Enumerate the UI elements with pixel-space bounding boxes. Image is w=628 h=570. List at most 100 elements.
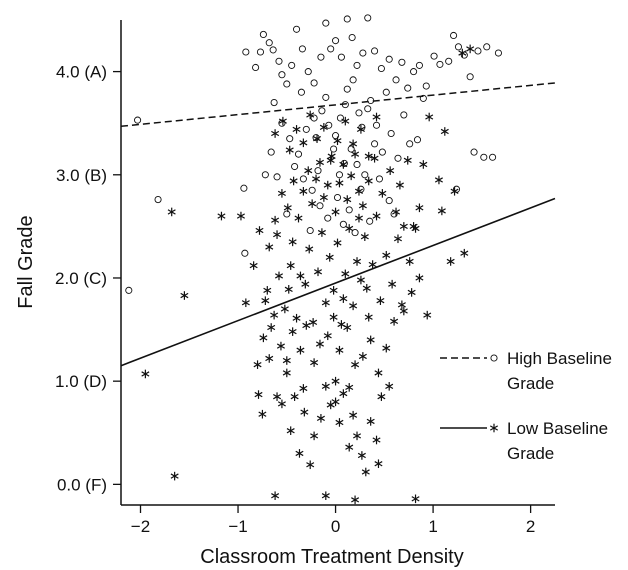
low-baseline-point xyxy=(356,275,365,285)
plot-area xyxy=(120,14,556,505)
low-baseline-point xyxy=(286,426,295,436)
high-baseline-point xyxy=(324,214,332,222)
legend-item-low-baseline: Low Baseline Grade xyxy=(440,419,608,463)
low-baseline-point xyxy=(323,180,332,190)
high-baseline-fit-line xyxy=(120,82,556,128)
low-baseline-point xyxy=(315,339,324,349)
low-baseline-point xyxy=(325,253,334,262)
low-baseline-point xyxy=(310,431,319,441)
high-baseline-point xyxy=(304,68,312,76)
low-baseline-point xyxy=(409,222,418,231)
low-baseline-point xyxy=(358,201,367,211)
high-baseline-point xyxy=(327,45,335,53)
low-baseline-point xyxy=(265,354,274,363)
low-baseline-point xyxy=(273,392,282,401)
low-baseline-point xyxy=(329,312,338,322)
low-baseline-point xyxy=(395,180,404,190)
low-baseline-point xyxy=(458,48,467,58)
low-baseline-point xyxy=(288,327,297,336)
low-baseline-point xyxy=(366,417,375,426)
low-baseline-point xyxy=(415,203,424,213)
low-baseline-point xyxy=(349,301,358,311)
high-baseline-point xyxy=(314,167,322,175)
low-baseline-point xyxy=(292,125,301,134)
high-baseline-point xyxy=(343,85,351,93)
legend-asterisk-marker xyxy=(489,423,499,433)
high-baseline-point xyxy=(269,46,277,54)
low-baseline-point xyxy=(360,232,369,242)
low-baseline-point xyxy=(277,399,286,409)
high-baseline-point xyxy=(371,140,379,148)
low-baseline-point xyxy=(356,125,365,134)
low-baseline-point xyxy=(296,345,305,355)
high-baseline-point xyxy=(494,49,502,57)
high-baseline-point xyxy=(259,30,267,38)
low-baseline-point xyxy=(309,318,318,327)
low-baseline-fit-line xyxy=(120,197,556,367)
low-baseline-point xyxy=(310,358,319,367)
low-baseline-point xyxy=(305,244,314,254)
high-baseline-point xyxy=(241,249,249,257)
low-baseline-point xyxy=(437,206,446,216)
high-baseline-point xyxy=(406,140,414,148)
y-ticks: 0.0 (F) 1.0 (D) 2.0 (C) 3.0 (B) 4.0 (A) xyxy=(55,63,121,494)
low-baseline-point xyxy=(273,230,282,239)
high-baseline-point xyxy=(134,116,142,124)
low-baseline-point xyxy=(343,323,352,332)
low-baseline-point xyxy=(283,203,292,213)
low-baseline-point xyxy=(271,491,280,501)
low-baseline-point xyxy=(265,242,274,252)
low-baseline-point xyxy=(376,296,385,305)
low-baseline-point xyxy=(295,449,304,458)
low-baseline-point xyxy=(349,410,358,420)
low-baseline-point xyxy=(284,285,293,294)
high-baseline-point xyxy=(286,135,294,143)
high-baseline-point xyxy=(337,53,345,61)
low-baseline-point xyxy=(302,321,311,330)
low-baseline-point xyxy=(382,250,391,260)
low-baseline-point xyxy=(326,400,335,410)
high-baseline-point xyxy=(317,53,325,61)
high-baseline-point xyxy=(332,132,340,140)
high-baseline-point xyxy=(445,57,453,65)
low-baseline-point xyxy=(313,134,322,143)
low-baseline-point xyxy=(285,145,294,155)
low-baseline-point xyxy=(378,189,387,198)
low-baseline-point xyxy=(423,310,432,320)
high-baseline-point xyxy=(470,148,478,156)
legend: High Baseline Grade Low Baseline Grade xyxy=(440,349,612,463)
high-baseline-point xyxy=(335,171,344,179)
low-baseline-point xyxy=(254,390,263,399)
high-baseline-point xyxy=(364,14,372,22)
low-baseline-point xyxy=(312,174,321,184)
low-baseline-point xyxy=(217,211,226,221)
low-baseline-point xyxy=(259,333,268,343)
low-baseline-point xyxy=(399,306,408,316)
low-baseline-point xyxy=(258,409,267,419)
low-baseline-point xyxy=(393,234,403,244)
low-baseline-point xyxy=(294,213,303,223)
high-baseline-point xyxy=(278,71,286,79)
high-baseline-point xyxy=(270,99,278,107)
high-baseline-point xyxy=(297,88,305,96)
low-baseline-point xyxy=(321,382,330,391)
low-baseline-point xyxy=(392,207,401,217)
low-baseline-point xyxy=(354,213,363,223)
low-baseline-point xyxy=(263,286,272,295)
high-baseline-point xyxy=(316,202,324,210)
low-baseline-point xyxy=(289,176,298,186)
low-baseline-point xyxy=(343,195,352,204)
high-baseline-point xyxy=(400,111,408,119)
low-baseline-point xyxy=(304,166,313,175)
high-baseline-point xyxy=(361,171,369,179)
low-baseline-point xyxy=(351,495,360,505)
high-baseline-point xyxy=(325,121,333,129)
low-baseline-point xyxy=(349,139,358,149)
high-baseline-point xyxy=(454,43,462,51)
low-baseline-point xyxy=(354,186,363,196)
high-baseline-point xyxy=(353,61,361,69)
high-baseline-point xyxy=(322,93,330,101)
high-baseline-point xyxy=(480,153,488,161)
high-baseline-point xyxy=(332,37,340,45)
high-baseline-point xyxy=(385,197,393,205)
